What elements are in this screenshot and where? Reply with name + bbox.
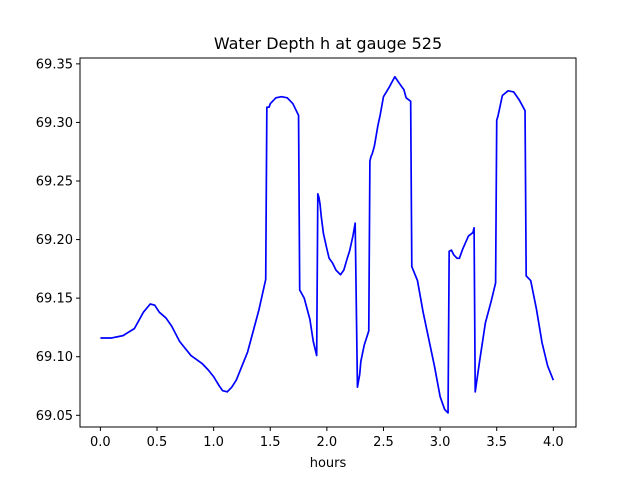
x-tick-label: 0.5 [147, 435, 168, 450]
y-tick-label: 69.10 [36, 350, 73, 365]
y-tick-label: 69.15 [36, 292, 73, 307]
plot-frame [79, 57, 577, 428]
x-axis: 0.0 0.5 1.0 1.5 2.0 2.5 3.0 3.5 4.0 [90, 427, 564, 450]
x-tick-label: 0.0 [90, 435, 111, 450]
series-line-depth [100, 75, 555, 414]
y-tick-label: 69.30 [36, 116, 73, 131]
x-tick-label: 3.0 [430, 435, 451, 450]
x-tick-label: 1.0 [203, 435, 224, 450]
y-tick-label: 69.05 [36, 409, 73, 424]
x-axis-label: hours [310, 456, 347, 471]
x-tick-label: 2.0 [317, 435, 338, 450]
y-axis: 69.05 69.10 69.15 69.20 69.25 69.30 69.35 [36, 57, 80, 424]
x-tick-label: 4.0 [543, 435, 564, 450]
y-tick-label: 69.20 [36, 233, 73, 248]
x-tick-label: 3.5 [486, 435, 507, 450]
y-tick-label: 69.35 [36, 57, 73, 72]
chart-title: Water Depth h at gauge 525 [214, 34, 442, 53]
x-tick-label: 1.5 [260, 435, 281, 450]
y-tick-label: 69.25 [36, 175, 73, 190]
x-tick-label: 2.5 [373, 435, 394, 450]
